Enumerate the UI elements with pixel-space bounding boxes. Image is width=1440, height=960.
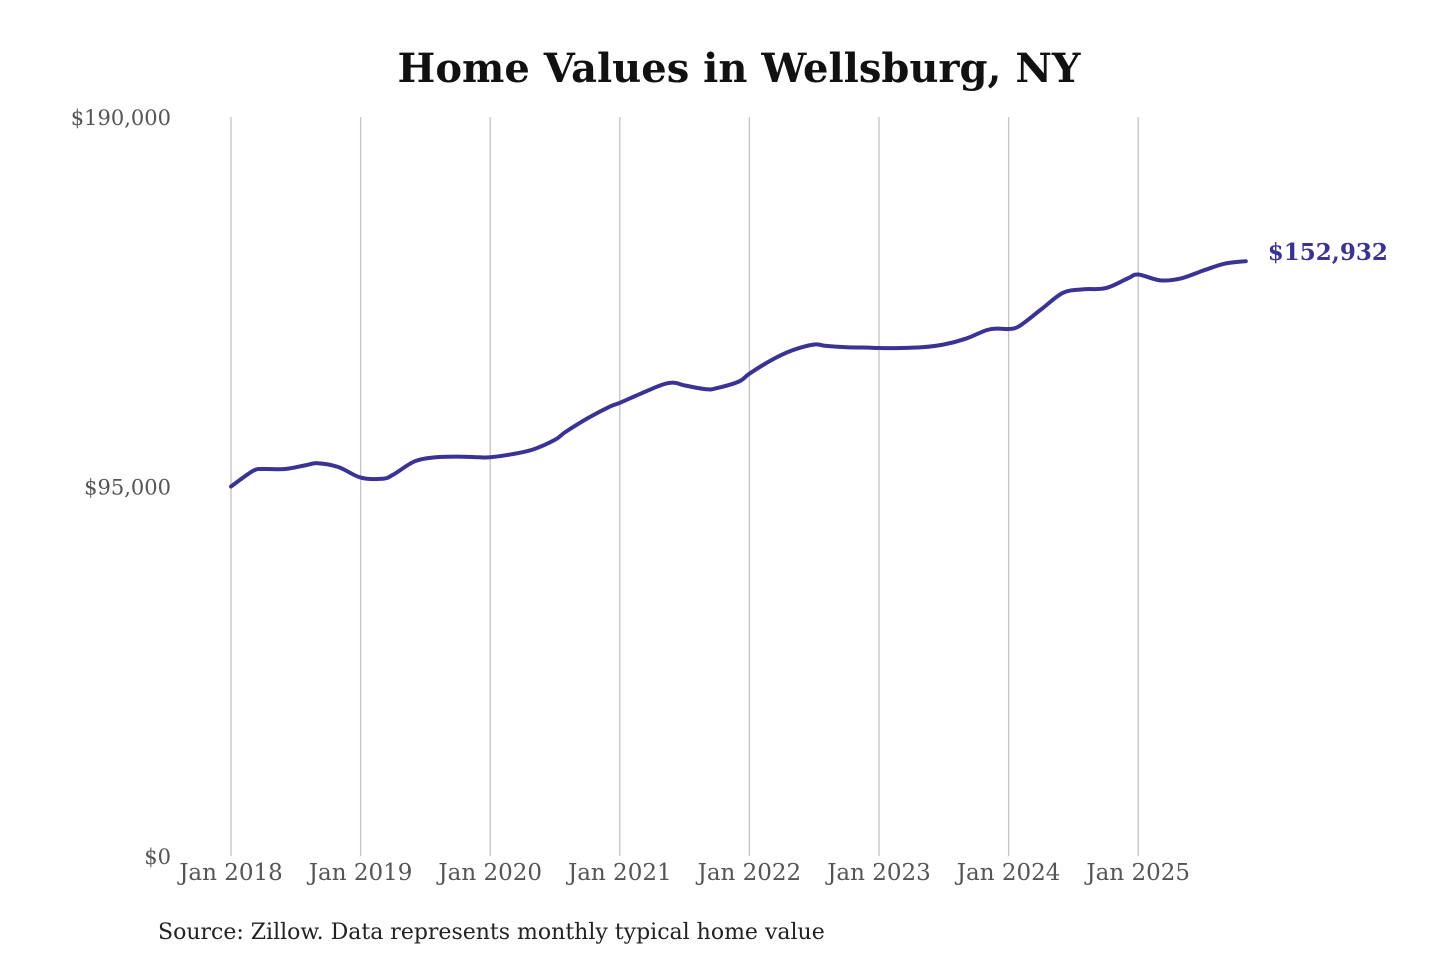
- x-tick-label: Jan 2022: [696, 860, 802, 886]
- grid-lines: [230, 117, 1139, 856]
- x-tick-label: Jan 2024: [955, 860, 1061, 886]
- x-tick-label: Jan 2023: [825, 860, 931, 886]
- x-tick-label: Jan 2021: [566, 860, 672, 886]
- y-axis-ticks: $0 $95,000 $190,000: [71, 106, 171, 869]
- y-tick-label: $0: [144, 845, 171, 869]
- x-axis-ticks: Jan 2018 Jan 2019 Jan 2020 Jan 2021 Jan 2022…: [177, 860, 1190, 886]
- series-line-0: [229, 259, 1248, 489]
- x-tick-label: Jan 2020: [436, 860, 542, 886]
- x-tick-label: Jan 2019: [307, 860, 413, 886]
- y-tick-label: $190,000: [71, 106, 171, 130]
- series-layer: [229, 259, 1248, 489]
- chart-title: Home Values in Wellsburg, NY: [398, 45, 1081, 92]
- last-value-label: $152,932: [1268, 239, 1388, 266]
- y-tick-label: $95,000: [84, 476, 171, 500]
- x-tick-label: Jan 2025: [1084, 860, 1190, 886]
- x-tick-label: Jan 2018: [177, 860, 283, 886]
- source-note: Source: Zillow. Data represents monthly …: [158, 920, 825, 945]
